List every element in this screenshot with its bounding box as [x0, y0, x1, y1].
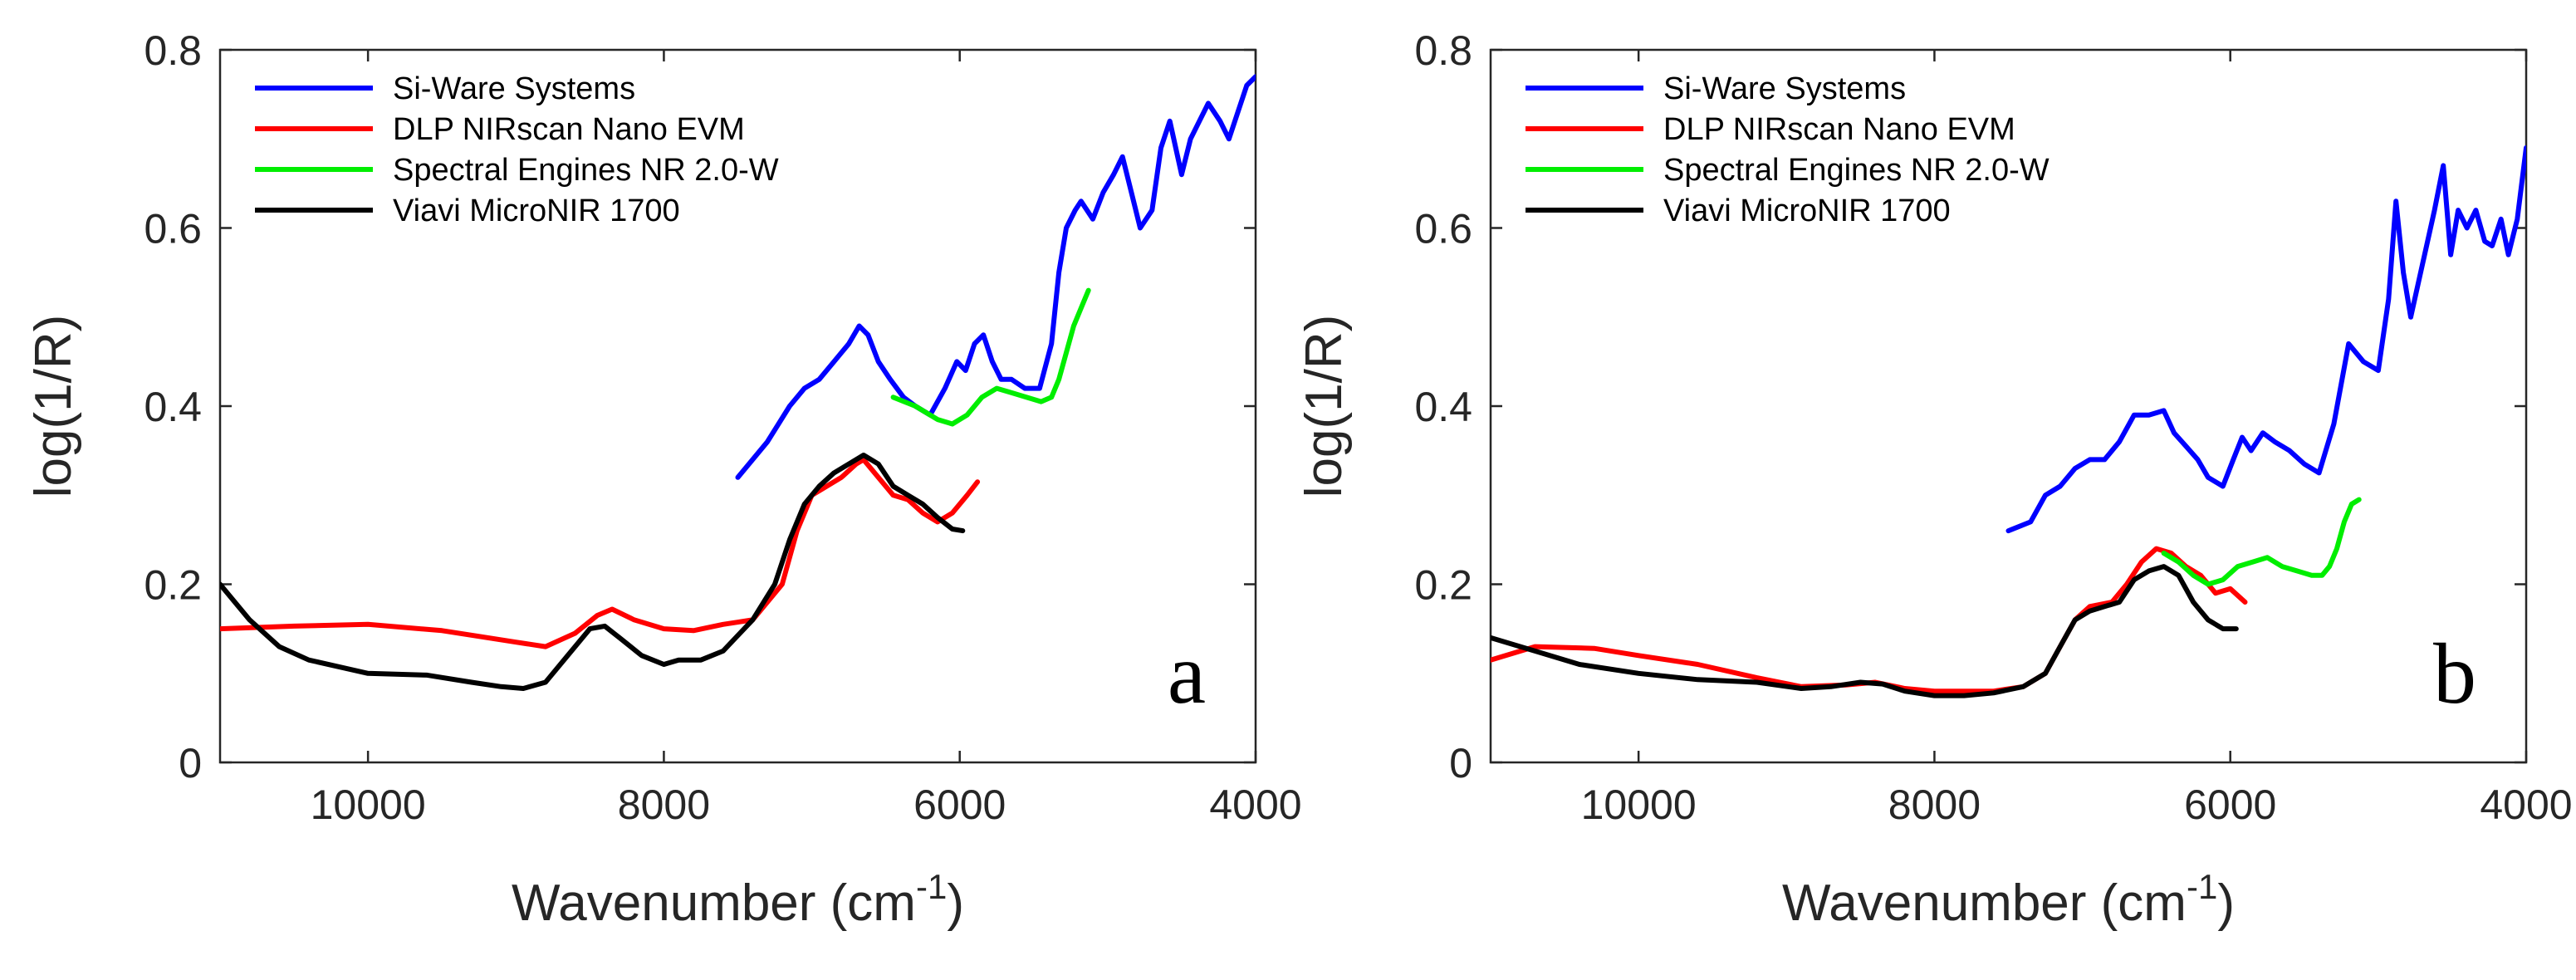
legend-label-dlp-nirscan-nano-evm: DLP NIRscan Nano EVM [393, 112, 745, 147]
plot-area [218, 48, 1257, 764]
series-line-viavi-micronir-1700 [1491, 564, 2239, 698]
x-axis-title-main: Wavenumber (cm [512, 875, 916, 932]
series-line-spectral-engines-nr-2-0-w [890, 287, 1091, 427]
legend-label-spectral-engines-nr-2-0-w: Spectral Engines NR 2.0-W [393, 153, 779, 188]
legend-label-si-ware-systems: Si-Ware Systems [1663, 71, 1906, 106]
panel-a: 10000 8000 6000 4000 0 0.2 0.4 0.6 0.8 Si-Ware Sy… [25, 27, 1302, 932]
x-tick-label: 4000 [1209, 782, 1301, 828]
legend-label-viavi-micronir-1700: Viavi MicroNIR 1700 [393, 194, 680, 228]
x-axis-title-end: ) [947, 875, 964, 932]
x-axis-title: Wavenumber (cm-1) [512, 867, 964, 932]
legend-label-spectral-engines-nr-2-0-w: Spectral Engines NR 2.0-W [1663, 153, 2050, 188]
x-tick-label: 10000 [311, 782, 426, 828]
series-line-si-ware-systems [735, 74, 1256, 480]
y-tick-label: 0.2 [1414, 562, 1472, 609]
x-axis-title-main: Wavenumber (cm [1782, 875, 2187, 932]
y-tick-label: 0.6 [144, 206, 202, 252]
series-line-dlp-nirscan-nano-evm [220, 457, 981, 649]
panel-label: b [2433, 626, 2476, 722]
x-axis-title-superscript: -1 [2187, 867, 2217, 906]
x-tick-label: 8000 [618, 782, 710, 828]
series-line-viavi-micronir-1700 [220, 453, 966, 691]
x-axis-title: Wavenumber (cm-1) [1782, 867, 2235, 932]
y-axis-title: log(1/R) [25, 315, 82, 498]
y-tick-label: 0 [179, 740, 202, 786]
plot-area [1489, 48, 2528, 764]
x-tick-label: 6000 [2184, 782, 2276, 828]
y-tick-label: 0.8 [1414, 27, 1472, 74]
y-tick-label: 0 [1449, 740, 1472, 786]
y-tick-label: 0.2 [144, 562, 202, 609]
series-line-spectral-engines-nr-2-0-w [2161, 497, 2362, 587]
x-tick-label: 8000 [1888, 782, 1981, 828]
legend-label-viavi-micronir-1700: Viavi MicroNIR 1700 [1663, 194, 1951, 228]
x-tick-label: 4000 [2480, 782, 2572, 828]
x-tick-label: 10000 [1581, 782, 1697, 828]
legend-label-si-ware-systems: Si-Ware Systems [393, 71, 635, 106]
y-axis-title: log(1/R) [1295, 315, 1353, 498]
y-tick-label: 0.6 [1414, 206, 1472, 252]
panel-b: 10000 8000 6000 4000 0 0.2 0.4 0.6 0.8 Si-Ware Sy… [1295, 27, 2573, 932]
legend-label-dlp-nirscan-nano-evm: DLP NIRscan Nano EVM [1663, 112, 2015, 147]
panel-label: a [1168, 626, 1206, 722]
series-line-si-ware-systems [2005, 145, 2526, 534]
x-axis-title-end: ) [2217, 875, 2235, 932]
y-tick-label: 0.4 [1414, 384, 1472, 430]
y-tick-label: 0.4 [144, 384, 202, 430]
y-tick-label: 0.8 [144, 27, 202, 74]
x-axis-title-superscript: -1 [916, 867, 947, 906]
x-tick-label: 6000 [913, 782, 1006, 828]
